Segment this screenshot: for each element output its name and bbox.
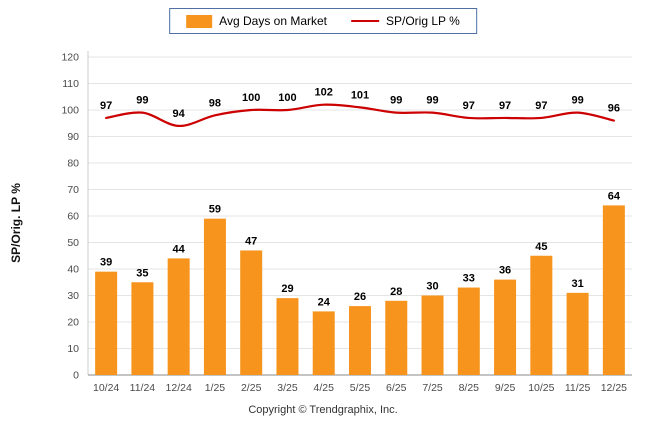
line-point-label: 100 (278, 92, 296, 104)
x-tick-label: 7/25 (422, 382, 443, 394)
line-swatch-icon (351, 20, 380, 22)
bar-value-label: 28 (390, 286, 402, 298)
bar (457, 287, 480, 375)
y-tick-label: 20 (67, 317, 79, 329)
bar (312, 311, 335, 375)
bar-value-label: 59 (209, 204, 221, 216)
bar (276, 298, 299, 375)
line-point-label: 101 (351, 89, 369, 101)
y-tick-label: 0 (73, 370, 79, 382)
y-tick-label: 10 (67, 343, 79, 355)
bar (566, 292, 589, 375)
copyright-text: Copyright © Trendgraphix, Inc. (248, 404, 398, 416)
bar-value-label: 33 (463, 273, 475, 285)
y-tick-label: 80 (67, 158, 79, 170)
line-point-label: 96 (608, 103, 620, 115)
legend-bar-label: Avg Days on Market (219, 14, 328, 28)
line-point-label: 99 (426, 95, 438, 107)
bar-value-label: 31 (571, 278, 583, 290)
x-tick-label: 12/24 (166, 382, 192, 394)
bar (530, 255, 553, 375)
legend: Avg Days on Market SP/Orig LP % (169, 8, 477, 34)
line-point-label: 98 (209, 97, 221, 109)
bar-value-label: 45 (535, 241, 547, 253)
bar-value-label: 30 (426, 281, 438, 293)
x-tick-label: 1/25 (205, 382, 226, 394)
line-point-label: 94 (173, 108, 186, 120)
bar-value-label: 47 (245, 235, 257, 247)
bar-value-label: 29 (281, 283, 293, 295)
line-point-label: 97 (463, 100, 475, 112)
line-point-label: 97 (100, 100, 112, 112)
line-point-label: 100 (242, 92, 260, 104)
y-tick-label: 50 (67, 237, 79, 249)
y-tick-label: 40 (67, 264, 79, 276)
bar-value-label: 44 (173, 243, 186, 255)
x-tick-label: 2/25 (241, 382, 262, 394)
trend-line (105, 103, 615, 128)
x-tick-label: 3/25 (277, 382, 298, 394)
line-point-label: 99 (390, 95, 402, 107)
bar-value-label: 36 (499, 265, 511, 277)
bar (421, 295, 444, 375)
bar (131, 282, 154, 375)
legend-line-label: SP/Orig LP % (386, 14, 460, 28)
bar-value-label: 24 (318, 296, 331, 308)
y-tick-label: 120 (61, 52, 79, 64)
x-tick-label: 6/25 (386, 382, 407, 394)
legend-item-avg-days: Avg Days on Market (186, 14, 327, 28)
bar-swatch-icon (186, 14, 213, 28)
line-point-label: 97 (499, 100, 511, 112)
x-tick-label: 8/25 (459, 382, 480, 394)
y-tick-label: 90 (67, 131, 79, 143)
bar-value-label: 39 (100, 257, 112, 269)
bar (494, 279, 517, 375)
x-tick-label: 5/25 (350, 382, 371, 394)
bar (203, 218, 226, 375)
bar-value-label: 35 (136, 267, 148, 279)
x-tick-label: 11/25 (565, 382, 591, 394)
bar (95, 271, 118, 375)
bar (385, 300, 408, 375)
bar-value-label: 64 (608, 190, 621, 202)
x-tick-label: 10/24 (93, 382, 119, 394)
legend-item-sp-orig-lp: SP/Orig LP % (351, 14, 460, 28)
x-tick-label: 11/24 (130, 382, 156, 394)
x-tick-label: 9/25 (495, 382, 516, 394)
line-point-label: 99 (571, 95, 583, 107)
x-tick-label: 4/25 (314, 382, 335, 394)
y-tick-label: 110 (62, 78, 79, 90)
y-tick-label: 30 (67, 290, 79, 302)
bar (602, 205, 625, 375)
x-tick-label: 10/25 (528, 382, 554, 394)
y-axis-label: SP/Orig. LP % (9, 183, 23, 263)
y-tick-label: 70 (67, 184, 79, 196)
line-point-label: 102 (315, 87, 333, 99)
y-tick-label: 60 (67, 211, 79, 223)
bar (349, 306, 371, 375)
bar-value-label: 26 (354, 291, 366, 303)
y-tick-label: 100 (61, 105, 79, 117)
line-point-label: 97 (535, 100, 547, 112)
bar (167, 258, 190, 375)
bar (240, 250, 263, 375)
x-tick-label: 12/25 (601, 382, 627, 394)
line-point-label: 99 (136, 95, 148, 107)
